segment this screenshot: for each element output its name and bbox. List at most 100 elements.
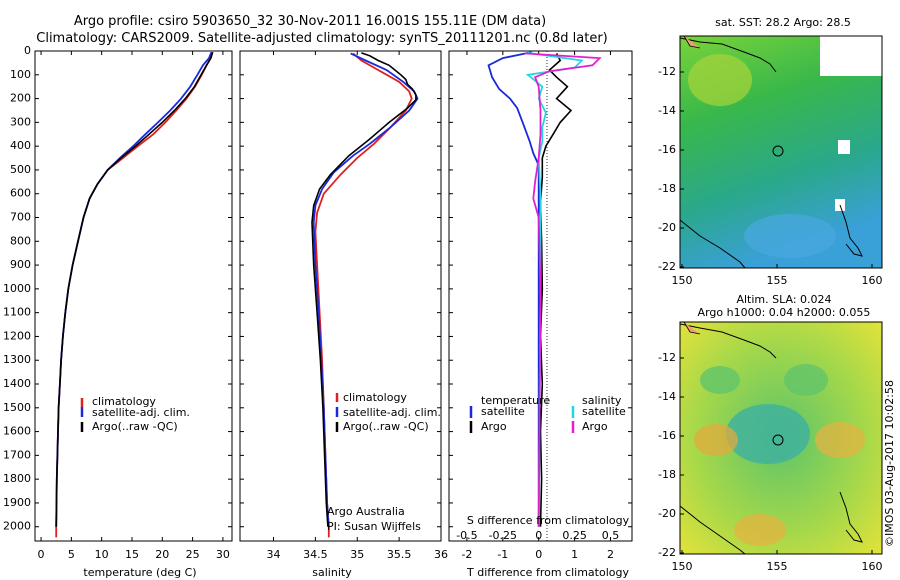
sla-title-1: Altim. SLA: 0.024	[736, 293, 831, 306]
series-line-sat	[487, 51, 540, 527]
coastline	[679, 37, 777, 73]
map-y-tick-label: -18	[658, 182, 676, 195]
sla-low-patch	[784, 364, 828, 396]
map-y-tick-label: -14	[658, 104, 676, 117]
x-tick-label: 30	[216, 548, 230, 561]
salinity-axes	[239, 50, 442, 542]
map-y-tick-label: -12	[658, 351, 676, 364]
map-y-tick-label: -16	[658, 429, 676, 442]
sst-map: sat. SST: 28.2 Argo: 28.5 -12 -14 -16 -18 -2…	[658, 16, 883, 287]
map-y-tick-label: -16	[658, 143, 676, 156]
map-x-tick-label: 155	[767, 274, 788, 287]
y-tick-label: 900	[10, 258, 31, 271]
sst-missing-data	[838, 140, 850, 154]
series-line-clim	[55, 51, 214, 538]
map-x-tick-label: 155	[767, 560, 788, 573]
legend-sat: satellite-adj. clim.	[92, 406, 190, 419]
argo-location-marker	[772, 434, 784, 446]
s-tick-label: 0.25	[562, 529, 587, 542]
x-tick-label: 34	[267, 548, 281, 561]
s-tick-label: -0.25	[489, 529, 517, 542]
legend-salinity-title: salinity	[582, 394, 622, 407]
y-tick-label: 300	[10, 115, 31, 128]
legend-temperature-title: temperature	[481, 394, 550, 407]
annotation-argo-australia: Argo Australia	[327, 505, 405, 518]
coastline	[679, 323, 777, 359]
y-tick-label: 1800	[3, 472, 31, 485]
land	[683, 321, 701, 335]
y-tick-label: 1000	[3, 282, 31, 295]
annotation-pi: PI: Susan Wijffels	[327, 520, 421, 533]
x-tick-label: 0	[535, 548, 542, 561]
y-tick-label: 0	[24, 44, 31, 57]
legend-sat: satellite-adj. clim.	[343, 406, 441, 419]
sst-cool-patch	[744, 214, 836, 258]
differences-legend: temperature salinity satellite Argo sate…	[469, 394, 626, 433]
argo-location-marker	[772, 145, 784, 157]
y-tick-label: 1100	[3, 306, 31, 319]
temperature-panel: 0 5 10 15 20 25 300100200300400500600700800900…	[3, 44, 233, 579]
series-line-sal_sat	[525, 52, 584, 527]
series-line-sat	[312, 52, 419, 527]
s-tick-label: 0	[535, 529, 542, 542]
land	[683, 35, 701, 49]
map-y-tick-label: -20	[658, 221, 676, 234]
x-tick-label: 35.5	[387, 548, 412, 561]
s-tick-label: 0.5	[602, 529, 620, 542]
map-x-tick-label: 160	[862, 560, 883, 573]
y-tick-label: 800	[10, 234, 31, 247]
sla-high-patch	[734, 514, 786, 546]
y-tick-label: 600	[10, 187, 31, 200]
salinity-xlabel: salinity	[312, 566, 352, 579]
x-tick-label: 1	[571, 548, 578, 561]
x-tick-label: 0	[38, 548, 45, 561]
legend-t-sat: satellite	[481, 405, 525, 418]
x-tick-label: 20	[155, 548, 169, 561]
coastline	[839, 204, 863, 257]
sst-missing-data	[862, 60, 882, 76]
legend-clim: climatology	[343, 391, 407, 404]
temperature-legend: climatology satellite-adj. clim. Argo(..…	[80, 395, 190, 433]
legend-s-argo: Argo	[582, 420, 608, 433]
y-tick-label: 1900	[3, 496, 31, 509]
series-line-argo	[311, 52, 417, 527]
differences-panel: -2 -1 0 1 2 -0.5 -0.25 0 0.25 0.5 S difference fr…	[448, 50, 633, 579]
map-y-tick-label: -12	[658, 65, 676, 78]
y-tick-label: 100	[10, 68, 31, 81]
differences-axes	[448, 50, 633, 542]
y-tick-label: 1400	[3, 377, 31, 390]
sla-low-patch	[700, 366, 740, 394]
sla-map-axes	[679, 321, 883, 555]
map-x-tick-label: 150	[672, 274, 693, 287]
coastline	[839, 491, 863, 543]
x-tick-label: 25	[186, 548, 200, 561]
sla-title-2: Argo h1000: 0.04 h2000: 0.055	[698, 306, 871, 319]
map-y-tick-label: -18	[658, 468, 676, 481]
sla-map: Altim. SLA: 0.024 Argo h1000: 0.04 h2000…	[658, 293, 883, 573]
legend-t-argo: Argo	[481, 420, 507, 433]
sst-map-axes	[679, 35, 883, 269]
x-tick-label: -1	[497, 548, 508, 561]
legend-argo: Argo(..raw -QC)	[343, 420, 429, 433]
imos-credit: ©IMOS 03-Aug-2017 10:02:58	[883, 380, 896, 547]
coastline	[679, 505, 746, 555]
y-tick-label: 1500	[3, 401, 31, 414]
title-line2: Climatology: CARS2009. Satellite-adjuste…	[36, 31, 608, 46]
sla-high-patch	[815, 422, 865, 458]
title-line1: Argo profile: csiro 5903650_32 30-Nov-20…	[74, 14, 546, 29]
s-difference-label: S difference from climatology	[467, 514, 630, 527]
x-tick-label: 10	[95, 548, 109, 561]
y-tick-label: 1600	[3, 425, 31, 438]
sla-high-patch	[694, 424, 738, 456]
legend-argo: Argo(..raw -QC)	[92, 420, 178, 433]
y-tick-label: 700	[10, 211, 31, 224]
map-y-tick-label: -22	[658, 546, 676, 559]
temperature-xlabel: temperature (deg C)	[83, 566, 196, 579]
x-tick-label: 15	[125, 548, 139, 561]
sst-warm-patch	[688, 54, 752, 106]
legend-s-sat: satellite	[582, 405, 626, 418]
sst-map-title: sat. SST: 28.2 Argo: 28.5	[715, 16, 851, 29]
y-tick-label: 1200	[3, 329, 31, 342]
sla-low-patch	[726, 404, 810, 464]
